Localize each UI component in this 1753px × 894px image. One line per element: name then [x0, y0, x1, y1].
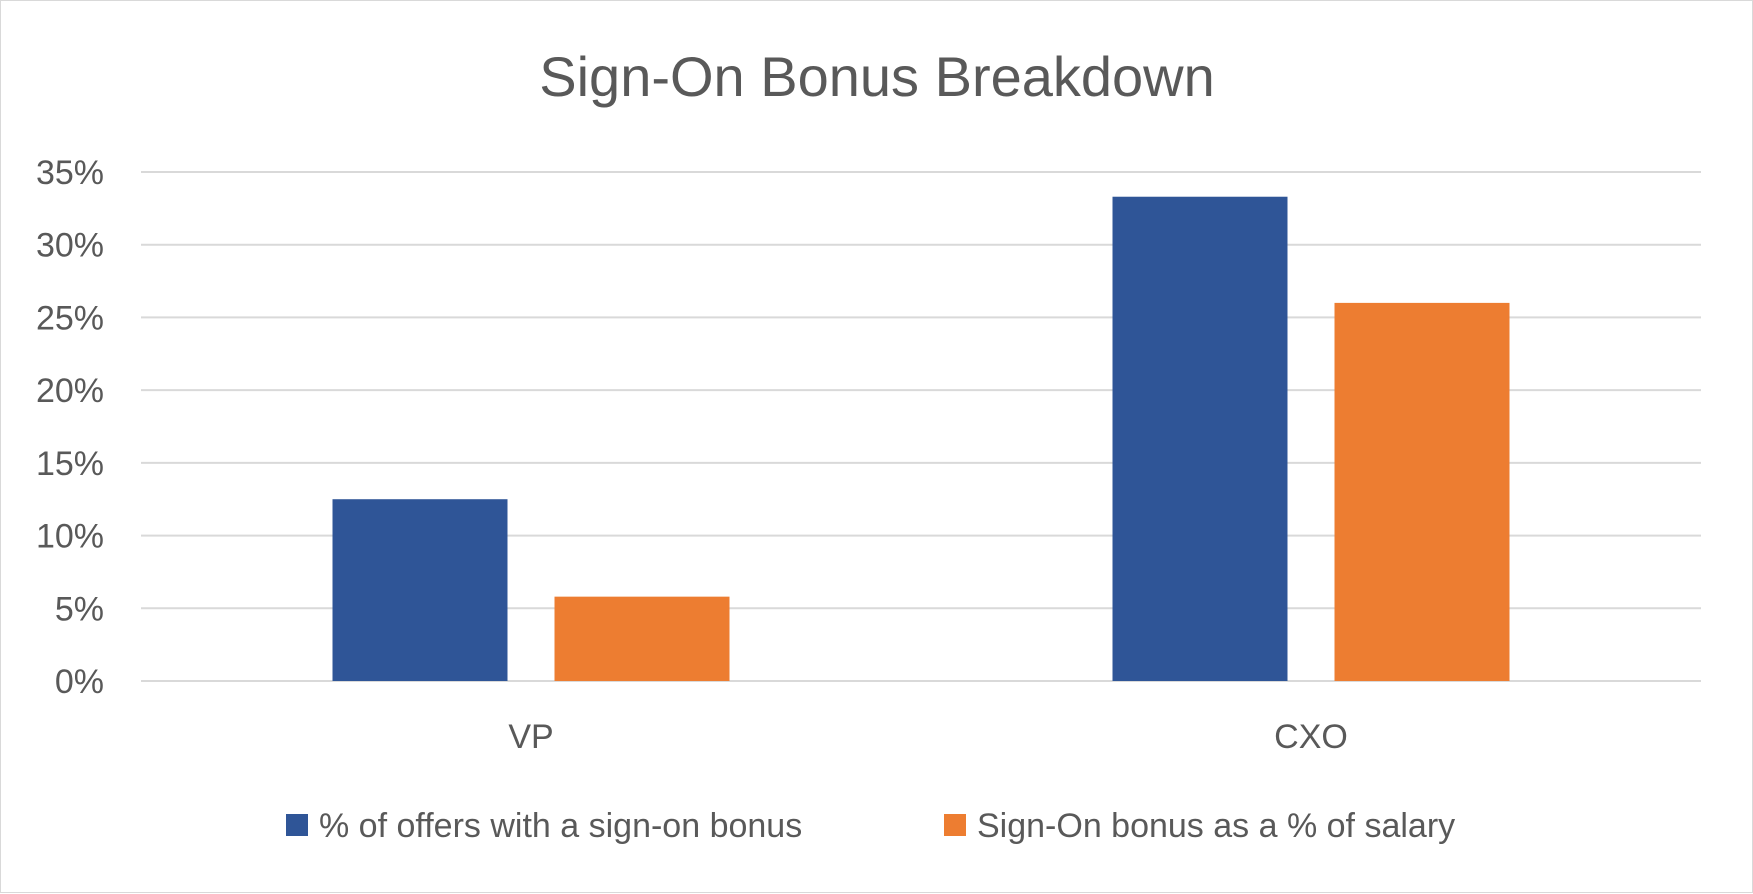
bars [332, 196, 1510, 682]
x-category-label: CXO [1274, 718, 1348, 756]
legend-label: % of offers with a sign-on bonus [319, 807, 802, 845]
x-axis-category-labels: VP CXO [508, 718, 1348, 756]
legend: % of offers with a sign-on bonus Sign-On … [286, 807, 1455, 845]
legend-label: Sign-On bonus as a % of salary [977, 807, 1455, 845]
y-tick-label: 20% [36, 372, 104, 410]
y-tick-label: 5% [55, 590, 104, 628]
bar-cxo-series-1 [1112, 196, 1288, 682]
legend-swatch [286, 814, 308, 836]
bar-cxo-series-2 [1334, 302, 1510, 681]
legend-swatch [944, 814, 966, 836]
y-tick-label: 25% [36, 299, 104, 337]
chart-title: Sign-On Bonus Breakdown [539, 45, 1215, 108]
bar-vp-series-2 [554, 596, 730, 681]
y-tick-label: 15% [36, 445, 104, 483]
y-tick-label: 0% [55, 663, 104, 701]
y-tick-label: 10% [36, 518, 104, 556]
y-tick-label: 30% [36, 227, 104, 265]
bar-vp-series-1 [332, 499, 508, 681]
x-category-label: VP [508, 718, 553, 756]
y-axis-tick-labels: 0% 5% 10% 15% 20% 25% 30% 35% [36, 154, 104, 701]
y-tick-label: 35% [36, 154, 104, 192]
